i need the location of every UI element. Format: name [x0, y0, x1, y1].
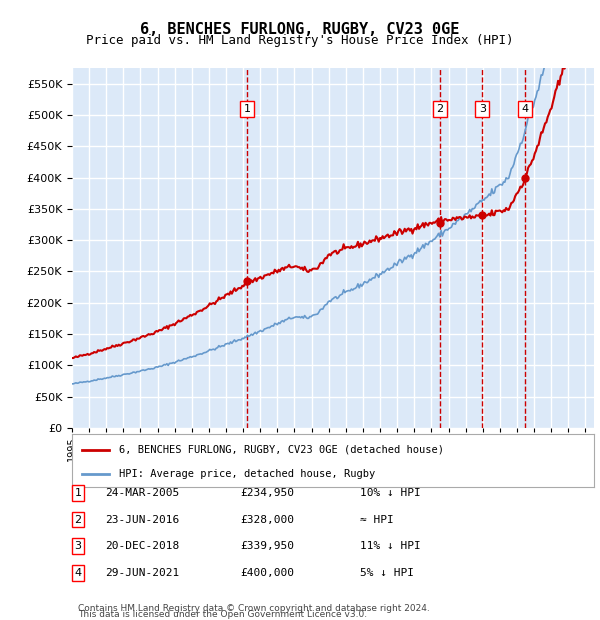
Text: 6, BENCHES FURLONG, RUGBY, CV23 0GE (detached house): 6, BENCHES FURLONG, RUGBY, CV23 0GE (det… — [119, 445, 444, 455]
Text: £339,950: £339,950 — [240, 541, 294, 551]
Text: 4: 4 — [522, 104, 529, 114]
Text: Contains HM Land Registry data © Crown copyright and database right 2024.: Contains HM Land Registry data © Crown c… — [78, 603, 430, 613]
Text: 4: 4 — [74, 568, 82, 578]
Text: 5% ↓ HPI: 5% ↓ HPI — [360, 568, 414, 578]
Text: £328,000: £328,000 — [240, 515, 294, 525]
Text: Price paid vs. HM Land Registry's House Price Index (HPI): Price paid vs. HM Land Registry's House … — [86, 34, 514, 47]
Text: HPI: Average price, detached house, Rugby: HPI: Average price, detached house, Rugb… — [119, 469, 375, 479]
Text: 1: 1 — [244, 104, 251, 114]
Text: 29-JUN-2021: 29-JUN-2021 — [105, 568, 179, 578]
Text: £400,000: £400,000 — [240, 568, 294, 578]
Text: This data is licensed under the Open Government Licence v3.0.: This data is licensed under the Open Gov… — [78, 609, 367, 619]
Text: 11% ↓ HPI: 11% ↓ HPI — [360, 541, 421, 551]
Text: 2: 2 — [436, 104, 443, 114]
Text: 6, BENCHES FURLONG, RUGBY, CV23 0GE: 6, BENCHES FURLONG, RUGBY, CV23 0GE — [140, 22, 460, 37]
Text: ≈ HPI: ≈ HPI — [360, 515, 394, 525]
Text: 23-JUN-2016: 23-JUN-2016 — [105, 515, 179, 525]
Text: 3: 3 — [479, 104, 486, 114]
Text: 20-DEC-2018: 20-DEC-2018 — [105, 541, 179, 551]
Text: £234,950: £234,950 — [240, 488, 294, 498]
Text: 2: 2 — [74, 515, 82, 525]
Text: 10% ↓ HPI: 10% ↓ HPI — [360, 488, 421, 498]
Text: 1: 1 — [74, 488, 82, 498]
Text: 24-MAR-2005: 24-MAR-2005 — [105, 488, 179, 498]
Text: 3: 3 — [74, 541, 82, 551]
